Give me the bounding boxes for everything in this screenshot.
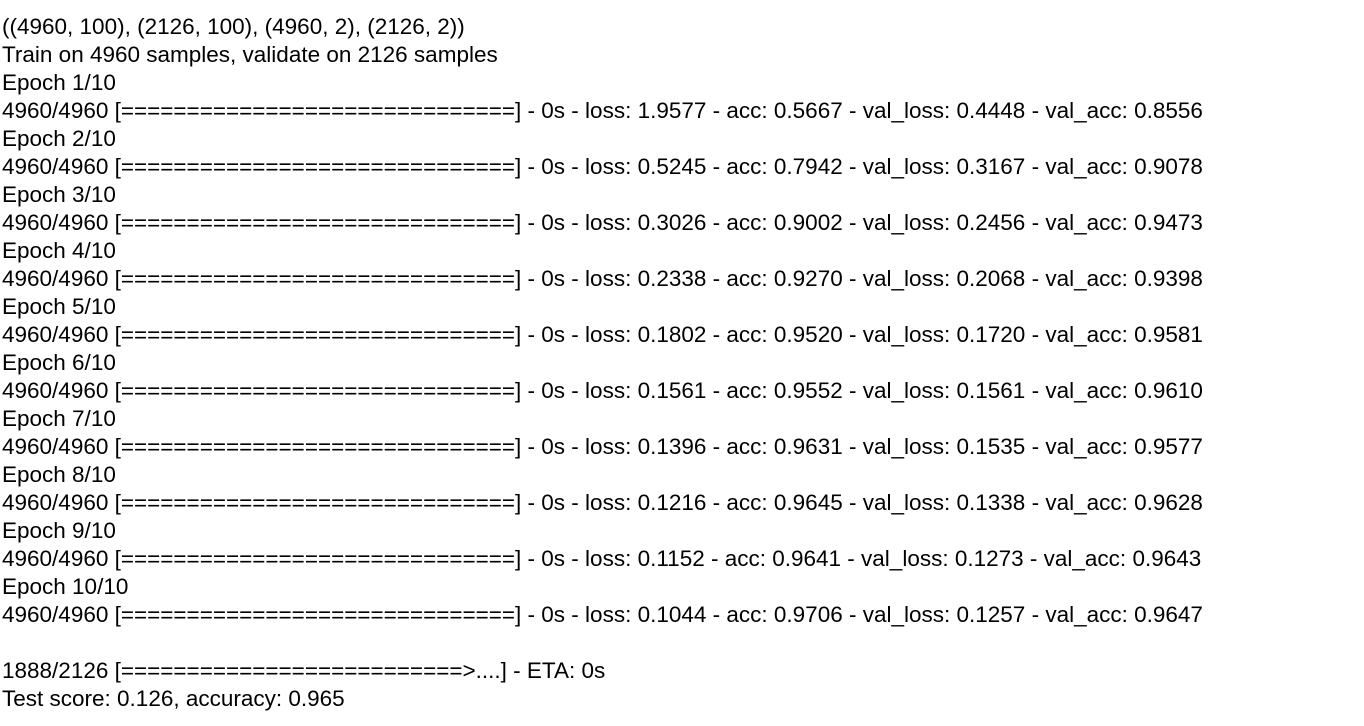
epoch-header: Epoch 1/10	[2, 70, 116, 95]
epoch-header: Epoch 5/10	[2, 294, 116, 319]
train-info-line: Train on 4960 samples, validate on 2126 …	[2, 42, 498, 67]
epoch-header: Epoch 4/10	[2, 238, 116, 263]
eval-progress-line: 1888/2126 [==========================>..…	[2, 658, 606, 683]
epoch-header: Epoch 6/10	[2, 350, 116, 375]
epoch-progress: 4960/4960 [=============================…	[2, 210, 1203, 235]
epoch-header: Epoch 9/10	[2, 518, 116, 543]
epoch-header: Epoch 8/10	[2, 462, 116, 487]
epoch-progress: 4960/4960 [=============================…	[2, 266, 1203, 291]
epoch-progress: 4960/4960 [=============================…	[2, 154, 1203, 179]
blank-line	[2, 629, 1342, 657]
epoch-header: Epoch 2/10	[2, 126, 116, 151]
console-output: ((4960, 100), (2126, 100), (4960, 2), (2…	[2, 13, 1342, 713]
epoch-progress: 4960/4960 [=============================…	[2, 378, 1203, 403]
epoch-progress: 4960/4960 [=============================…	[2, 98, 1203, 123]
epoch-progress: 4960/4960 [=============================…	[2, 490, 1203, 515]
epoch-header: Epoch 3/10	[2, 182, 116, 207]
epoch-progress: 4960/4960 [=============================…	[2, 322, 1203, 347]
epoch-progress: 4960/4960 [=============================…	[2, 434, 1203, 459]
test-score-line: Test score: 0.126, accuracy: 0.965	[2, 686, 345, 711]
shapes-line: ((4960, 100), (2126, 100), (4960, 2), (2…	[2, 14, 465, 39]
epoch-header: Epoch 7/10	[2, 406, 116, 431]
epoch-progress: 4960/4960 [=============================…	[2, 546, 1202, 571]
epoch-header: Epoch 10/10	[2, 574, 129, 599]
epoch-progress: 4960/4960 [=============================…	[2, 602, 1203, 627]
